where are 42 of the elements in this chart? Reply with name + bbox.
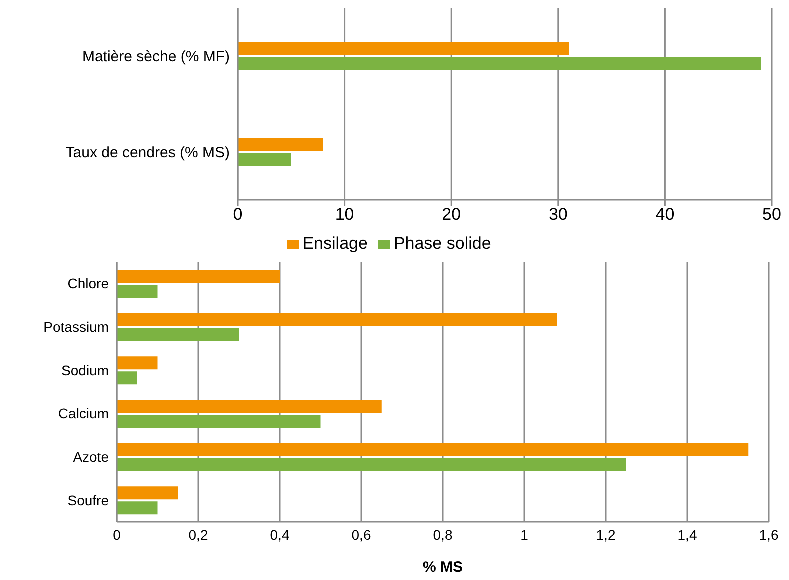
x-tick-label: 0,8 [433,526,453,543]
y-tick-label: Azote [73,448,110,465]
y-tick-label: Matière sèche (% MF) [82,48,230,66]
x-axis-title: % MS [422,559,464,576]
bar [117,400,382,413]
bar [117,285,158,298]
x-tick-label: 0 [233,205,243,224]
x-tick-label: 10 [335,205,354,224]
y-tick-label: Potassium [44,318,109,335]
x-tick-label: 20 [442,205,462,224]
bar [117,486,178,500]
bar [117,502,158,515]
x-tick-label: 1 [520,526,529,543]
bar [238,57,762,70]
bar [117,415,321,428]
legend-label: Ensilage [302,234,368,253]
x-tick-label: 40 [656,205,675,224]
legend-label: Phase solide [394,234,492,253]
x-tick-label: 1,6 [759,526,779,543]
y-tick-label: Taux de cendres (% MS) [66,144,230,162]
x-tick-label: 1,2 [596,526,616,543]
x-tick-label: 0,4 [270,526,290,543]
x-tick-label: 0,6 [352,526,372,543]
x-tick-label: 0 [113,526,122,543]
bar [117,356,158,370]
bar [238,42,570,55]
y-tick-label: Chlore [68,276,110,292]
bar [117,270,280,283]
bar [117,372,138,385]
y-tick-label: Sodium [62,362,109,378]
bar [238,138,324,151]
bar [117,328,240,342]
bar [117,443,749,456]
x-tick-label: 1,4 [678,526,698,543]
bar [238,153,292,166]
x-tick-label: 30 [548,205,568,224]
bar [117,313,558,326]
bar [117,458,626,472]
x-tick-label: 0,2 [188,526,208,543]
x-tick-label: 50 [762,205,782,224]
y-tick-label: Soufre [68,492,110,508]
y-tick-label: Calcium [58,406,109,422]
